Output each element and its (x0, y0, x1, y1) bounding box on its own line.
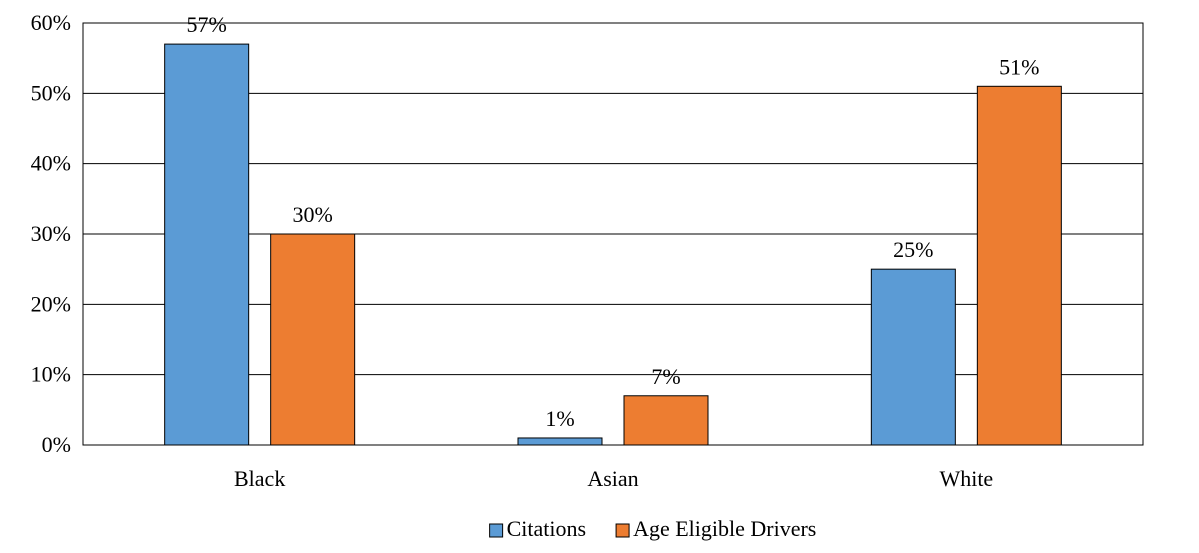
data-label: 57% (187, 12, 227, 37)
bar-asian-age-eligible-drivers (623, 395, 709, 446)
legend-swatch (489, 523, 504, 538)
y-tick-label: 10% (31, 362, 71, 387)
legend-swatch (615, 523, 630, 538)
x-category-label: Black (234, 466, 285, 491)
y-tick-label: 60% (31, 10, 71, 35)
bars (164, 43, 1062, 446)
legend: Citations Age Eligible Drivers (489, 516, 816, 541)
data-label: 30% (293, 202, 333, 227)
y-tick-label: 50% (31, 80, 71, 105)
plot-area-frame (82, 22, 1144, 446)
data-labels: 57% 30% 1% 7% 25% 51% (187, 12, 1040, 431)
legend-label: Citations (507, 516, 586, 541)
x-category-label: White (939, 466, 993, 491)
bar-white-citations (870, 268, 956, 446)
legend-label: Age Eligible Drivers (633, 516, 816, 541)
data-label: 51% (999, 54, 1039, 79)
y-tick-label: 30% (31, 221, 71, 246)
y-tick-label: 40% (31, 151, 71, 176)
bar-white-age-eligible-drivers (976, 85, 1062, 446)
data-label: 1% (545, 406, 574, 431)
y-axis-tick-labels: 0% 10% 20% 30% 40% 50% 60% (31, 10, 71, 457)
y-tick-label: 20% (31, 291, 71, 316)
y-tick-label: 0% (42, 432, 71, 457)
data-label: 25% (893, 237, 933, 262)
bar-black-age-eligible-drivers (270, 233, 356, 446)
bar-black-citations (164, 43, 250, 446)
data-label: 7% (651, 364, 680, 389)
bar-asian-citations (517, 437, 603, 446)
x-axis-category-labels: Black Asian White (234, 466, 993, 491)
x-category-label: Asian (587, 466, 638, 491)
